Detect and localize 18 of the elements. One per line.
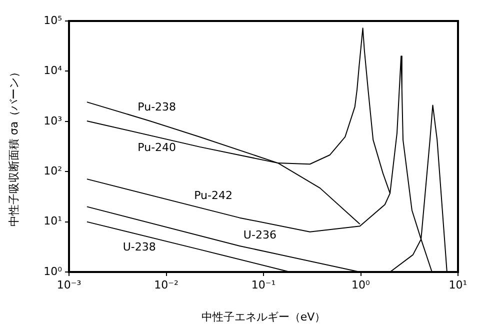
y-axis-title: 中性子吸収断面積 σa（バーン）: [7, 66, 20, 227]
y-tick-label: 10³: [44, 114, 62, 128]
series-label: Pu-242: [194, 188, 232, 202]
y-tick-label: 10⁵: [44, 14, 62, 27]
x-tick-label: 10⁻¹: [251, 278, 276, 292]
y-tick-label: 10⁴: [44, 64, 63, 78]
y-tick-label: 10⁰: [44, 264, 63, 278]
series-label: Pu-240: [138, 141, 176, 154]
x-tick-label: 10⁻³: [56, 278, 82, 292]
series-label: U-236: [243, 228, 276, 242]
series-label: U-238: [122, 240, 156, 254]
y-tick-label: 10¹: [44, 214, 62, 228]
x-tick-label: 10⁰: [352, 278, 371, 292]
y-tick-label: 10²: [44, 164, 62, 178]
series-label: Pu-238: [138, 100, 176, 114]
x-tick-label: 10¹: [448, 278, 468, 292]
x-tick-label: 10⁻²: [154, 278, 178, 292]
x-axis-title: 中性子エネルギー（eV）: [201, 310, 326, 324]
